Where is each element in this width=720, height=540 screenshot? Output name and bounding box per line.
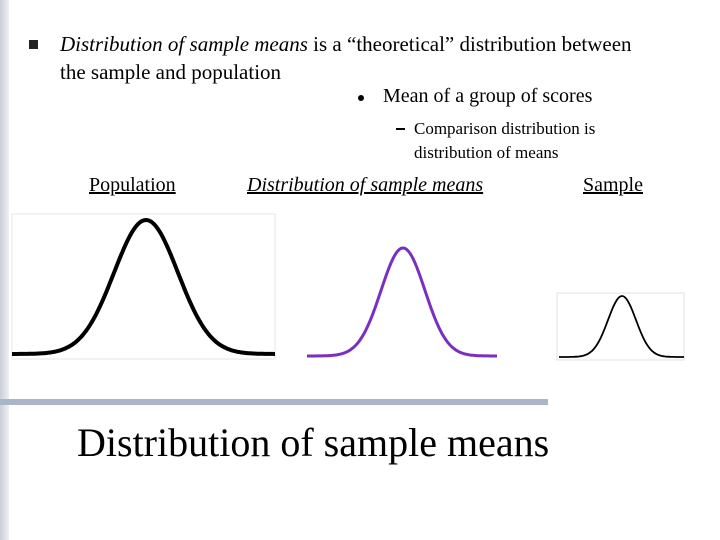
curve-label: Population xyxy=(89,174,176,196)
population-curve xyxy=(12,217,275,356)
population-frame xyxy=(11,213,276,360)
slide-title: Distribution of sample means xyxy=(77,420,550,465)
bullet-emphasis: Distribution of sample means xyxy=(60,32,308,56)
bullet-marker xyxy=(29,40,38,49)
sample-frame xyxy=(556,292,685,361)
means-curve xyxy=(307,246,497,358)
divider-bar xyxy=(0,399,548,405)
sample-curve xyxy=(559,295,684,358)
sub-sub-bullet-marker xyxy=(396,128,405,130)
sub-sub-bullet: Comparison distribution is distribution … xyxy=(414,119,596,162)
bullet-text: Distribution of sample means is a “theor… xyxy=(60,30,640,86)
curve-label: Distribution of sample means xyxy=(247,174,484,196)
side-stripe xyxy=(0,0,9,540)
curve-label: Sample xyxy=(583,174,643,196)
sub-bullet-marker xyxy=(358,95,364,101)
bullet-rest: is a “theoretical” distribution between … xyxy=(60,32,632,84)
sub-bullet: Mean of a group of scores xyxy=(383,85,593,107)
